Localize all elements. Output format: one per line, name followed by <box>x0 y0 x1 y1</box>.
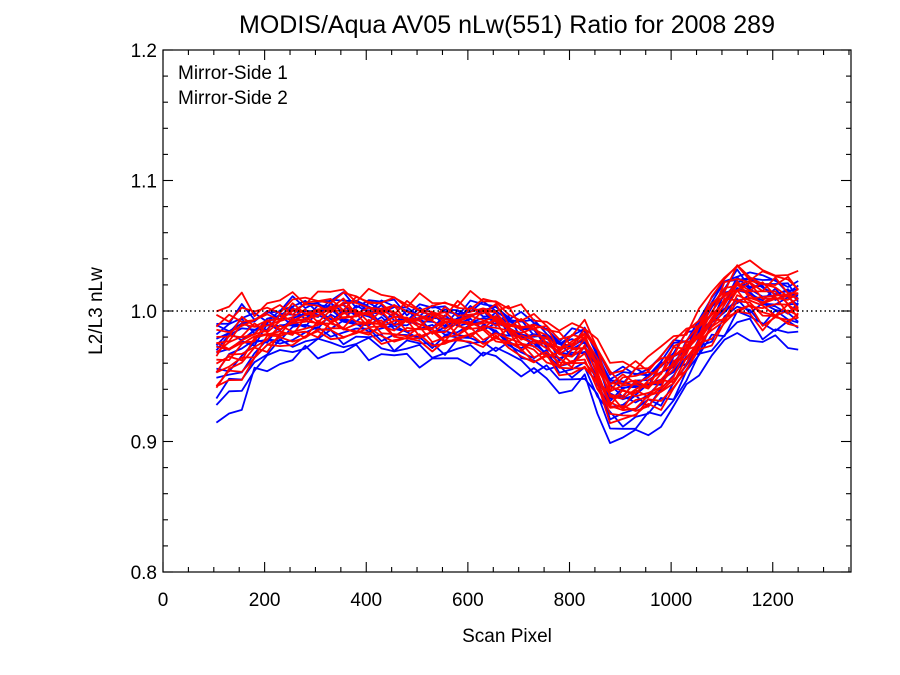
y-tick-label: 0.9 <box>131 433 157 454</box>
y-axis-label: L2/L3 nLw <box>86 267 107 355</box>
mirror-side-2-line <box>215 294 799 410</box>
mirror-side-2-line <box>215 264 799 375</box>
x-tick-label: 800 <box>554 590 586 611</box>
x-axis-label: Scan Pixel <box>462 626 552 647</box>
mirror-side-2-line <box>216 281 799 389</box>
x-tick-label: 600 <box>452 590 484 611</box>
mirror-side-2-line <box>216 259 799 370</box>
chart-title: MODIS/Aqua AV05 nLw(551) Ratio for 2008 … <box>239 11 775 39</box>
x-tick-label: 200 <box>249 590 281 611</box>
x-tick-label: 1000 <box>650 590 692 611</box>
x-tick-label: 1200 <box>752 590 794 611</box>
legend-entry-mirror-side-2: Mirror-Side 2 <box>178 88 288 109</box>
mirror-side-2-line <box>215 304 799 417</box>
mirror-side-1-line <box>215 317 799 430</box>
legend: Mirror-Side 1 Mirror-Side 2 <box>178 63 288 109</box>
mirror-side-2-line <box>216 276 799 392</box>
mirror-side-2-line <box>216 279 799 386</box>
y-tick-label: 0.8 <box>131 563 157 584</box>
x-tick-label: 400 <box>350 590 382 611</box>
tick-layer: 0 200 400 600 800 1000 1200 0.8 0.9 1.0 1.1 1.2 <box>131 41 851 611</box>
mirror-side-1-line <box>216 305 799 421</box>
series-layer <box>215 259 799 445</box>
x-tick-label: 0 <box>158 590 169 611</box>
mirror-side-2-line <box>215 289 799 410</box>
y-tick-label: 1.0 <box>131 302 157 323</box>
y-tick-label: 1.2 <box>131 41 157 62</box>
legend-entry-mirror-side-1: Mirror-Side 1 <box>178 63 288 84</box>
y-tick-label: 1.1 <box>131 172 157 193</box>
mirror-side-1-line <box>215 332 799 445</box>
